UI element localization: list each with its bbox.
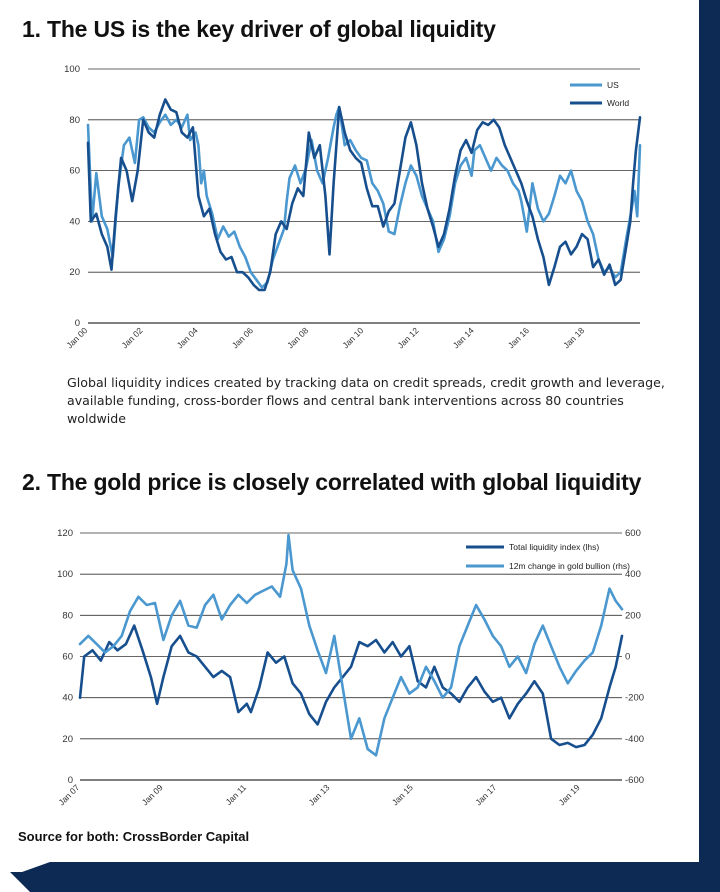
x-tick-label-5: Jan 17 — [473, 782, 498, 807]
chart-liquidity-vs-gold: 0 20 40 60 80 100 120 -600 -400 -200 0 200 400 600 Jan… — [56, 528, 644, 807]
y-tick-label-100: 100 — [64, 64, 80, 75]
y2-tick-label-2: -200 — [625, 693, 644, 704]
y-tick-label-60: 60 — [62, 652, 73, 663]
y-tick-label-20: 20 — [69, 267, 80, 278]
x-tick-label-4: Jan 08 — [285, 325, 310, 350]
y-tick-label-40: 40 — [69, 216, 80, 227]
legend-label-2: World — [607, 98, 629, 108]
x-tick-label-9: Jan 18 — [561, 325, 586, 350]
x-tick-label-8: Jan 16 — [506, 325, 531, 350]
legend-label-1: Total liquidity index (lhs) — [509, 542, 599, 552]
x-tick-label-7: Jan 14 — [451, 325, 476, 350]
y-tick-label-0: 0 — [68, 775, 73, 786]
series-line-1 — [78, 624, 624, 749]
x-tick-label-6: Jan 12 — [395, 325, 420, 350]
y-tick-label-120: 120 — [57, 528, 73, 539]
y2-tick-label-4: 200 — [625, 610, 641, 621]
y-tick-label-100: 100 — [57, 569, 73, 580]
series-line-2 — [86, 98, 642, 292]
y2-tick-label-5: 400 — [625, 569, 641, 580]
chart1-title: 1. The US is the key driver of global li… — [22, 16, 496, 42]
legend-label-1: US — [607, 80, 619, 90]
x-tick-label-4: Jan 15 — [390, 782, 415, 807]
y2-tick-label-1: -400 — [625, 734, 644, 745]
y2-tick-label-3: 0 — [625, 652, 630, 663]
x-tick-label-1: Jan 09 — [140, 782, 165, 807]
source-note: Source for both: CrossBorder Capital — [18, 829, 250, 844]
x-tick-label-2: Jan 11 — [224, 782, 249, 807]
x-tick-label-1: Jan 02 — [119, 325, 144, 350]
x-tick-label-5: Jan 10 — [340, 325, 365, 350]
y-tick-label-80: 80 — [62, 610, 73, 621]
y2-tick-label-0: -600 — [625, 775, 644, 786]
legend-label-2: 12m change in gold bullion (rhs) — [509, 561, 630, 571]
y2-tick-label-6: 600 — [625, 528, 641, 539]
y-tick-label-80: 80 — [69, 115, 80, 126]
x-tick-label-2: Jan 04 — [175, 325, 200, 350]
chart2-title: 2. The gold price is closely correlated … — [22, 469, 642, 495]
x-tick-label-6: Jan 19 — [557, 782, 582, 807]
x-tick-label-3: Jan 13 — [306, 782, 331, 807]
series-line-1 — [86, 105, 642, 289]
y-tick-label-0: 0 — [75, 318, 80, 329]
y-tick-label-40: 40 — [62, 693, 73, 704]
x-tick-label-3: Jan 06 — [230, 325, 255, 350]
series-line-2 — [78, 533, 624, 757]
y-tick-label-20: 20 — [62, 734, 73, 745]
chart1-caption: Global liquidity indices created by trac… — [67, 375, 665, 426]
y-tick-label-60: 60 — [69, 166, 80, 177]
